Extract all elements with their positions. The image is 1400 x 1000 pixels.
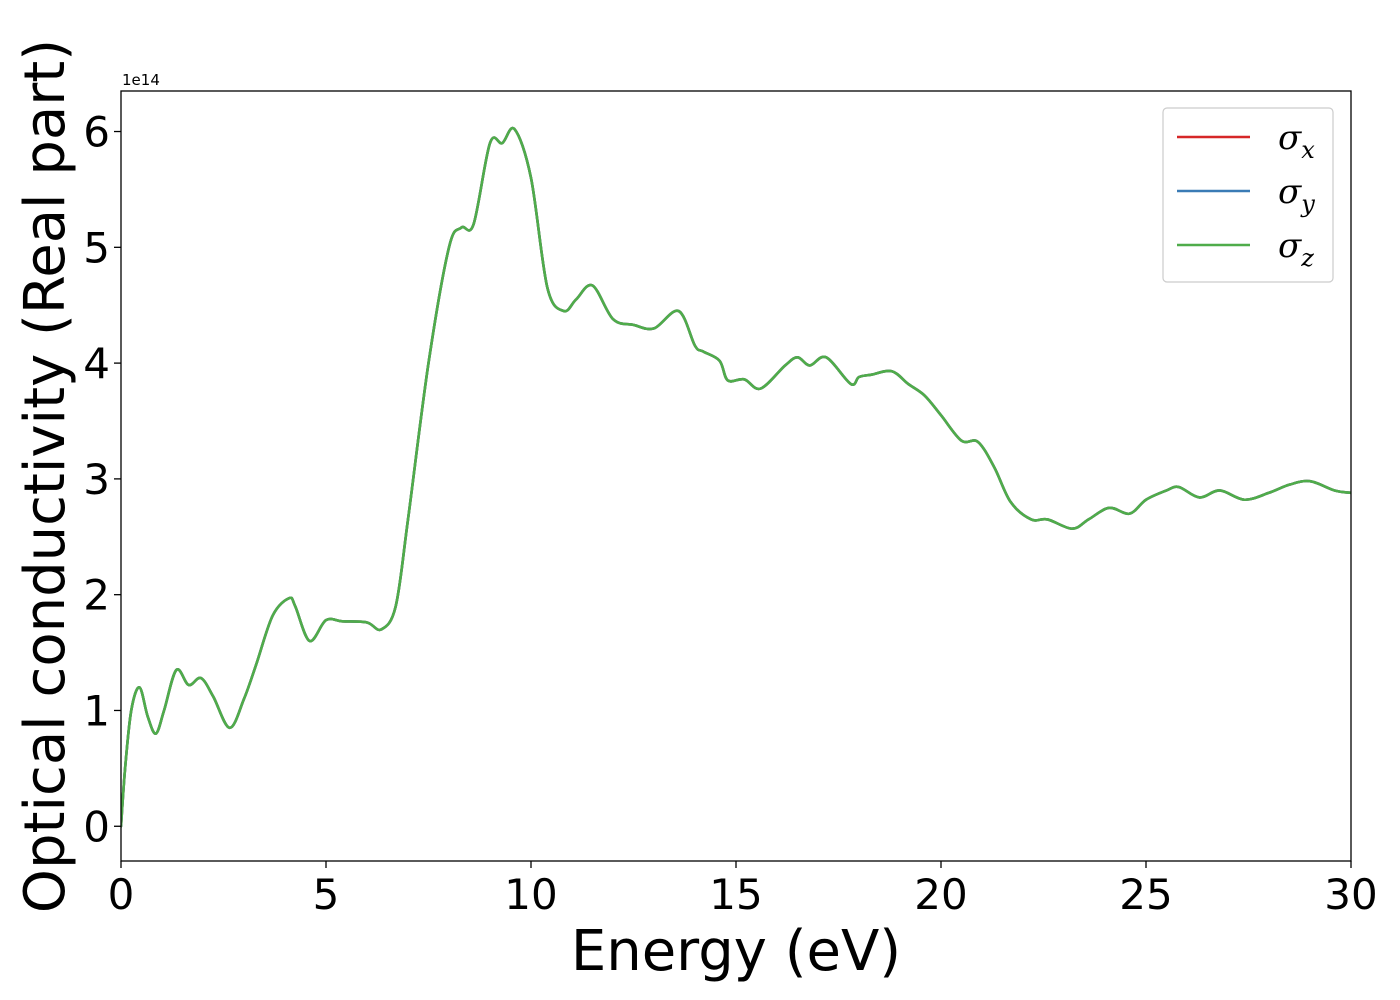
series-line-z: [121, 126, 1351, 828]
legend-frame: [1162, 107, 1334, 283]
y-tick-label: 3: [83, 455, 110, 504]
legend-label-x: σx: [1278, 118, 1315, 164]
y-axis-label: Optical conductivity (Real part): [13, 39, 78, 913]
x-axis: 0 5 10 15 20 25 30: [108, 861, 1378, 919]
y-tick-label: 2: [83, 571, 110, 620]
x-tick-label: 15: [709, 870, 762, 919]
x-tick-label: 10: [504, 870, 557, 919]
x-tick-label: 5: [313, 870, 340, 919]
x-tick-label: 25: [1119, 870, 1172, 919]
y-tick-label: 5: [83, 223, 110, 272]
y-tick-label: 1: [83, 686, 110, 735]
x-axis-label: Energy (eV): [571, 919, 901, 984]
x-tick-label: 0: [108, 870, 135, 919]
legend-label-y: σy: [1278, 172, 1315, 218]
y-tick-label: 0: [83, 802, 110, 851]
y-tick-label: 4: [83, 339, 110, 388]
series-layer: [121, 126, 1351, 828]
legend-label-z: σz: [1278, 226, 1314, 272]
y-offset-label: 1e14: [122, 71, 160, 89]
legend: σx σy σz: [1162, 107, 1334, 283]
x-tick-label: 30: [1324, 870, 1377, 919]
x-tick-label: 20: [914, 870, 967, 919]
y-tick-label: 6: [83, 108, 110, 157]
y-axis: 0 1 2 3 4 5 6: [83, 108, 121, 851]
